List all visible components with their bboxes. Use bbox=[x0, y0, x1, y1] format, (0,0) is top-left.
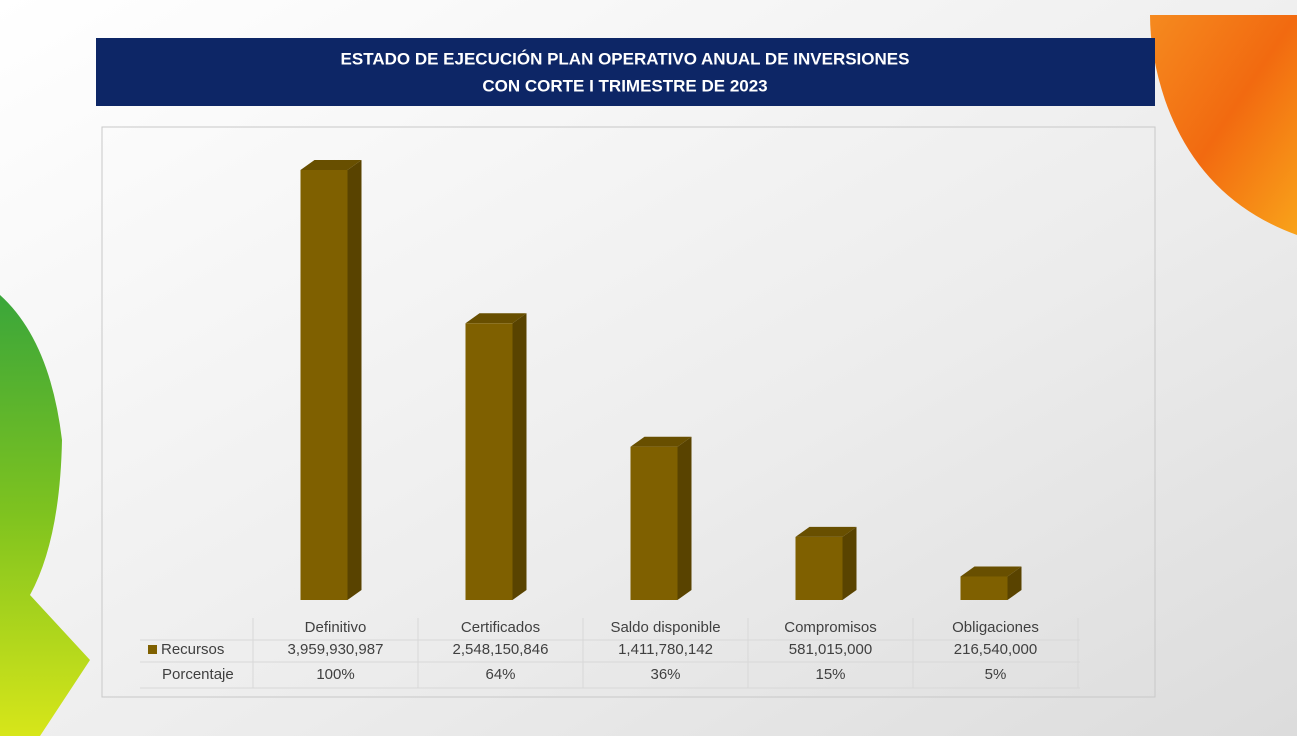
slide: ESTADO DE EJECUCIÓN PLAN OPERATIVO ANUAL… bbox=[0, 0, 1297, 736]
category-label: Certificados bbox=[461, 619, 540, 636]
value-label: 3,959,930,987 bbox=[288, 641, 384, 658]
category-label: Saldo disponible bbox=[610, 619, 720, 636]
bar bbox=[631, 447, 678, 600]
chart-title: ESTADO DE EJECUCIÓN PLAN OPERATIVO ANUAL… bbox=[341, 49, 910, 68]
percent-label: 36% bbox=[650, 666, 680, 683]
bar bbox=[961, 576, 1008, 600]
category-label: Definitivo bbox=[305, 619, 367, 636]
bar-side bbox=[678, 437, 692, 600]
value-label: 2,548,150,846 bbox=[453, 641, 549, 658]
legend-label: Recursos bbox=[161, 641, 224, 658]
title-banner bbox=[96, 38, 1155, 106]
row-label: Porcentaje bbox=[162, 666, 234, 683]
bar-side bbox=[348, 160, 362, 600]
category-label: Compromisos bbox=[784, 619, 877, 636]
bar-side bbox=[513, 313, 527, 600]
chart-title: CON CORTE I TRIMESTRE DE 2023 bbox=[482, 76, 767, 95]
percent-label: 15% bbox=[815, 666, 845, 683]
value-label: 1,411,780,142 bbox=[618, 641, 713, 658]
bar bbox=[301, 170, 348, 600]
bar bbox=[466, 323, 513, 600]
percent-label: 100% bbox=[316, 666, 354, 683]
value-label: 581,015,000 bbox=[789, 641, 872, 658]
category-label: Obligaciones bbox=[952, 619, 1039, 636]
bar bbox=[796, 537, 843, 600]
percent-label: 64% bbox=[485, 666, 515, 683]
value-label: 216,540,000 bbox=[954, 641, 1037, 658]
page: ESTADO DE EJECUCIÓN PLAN OPERATIVO ANUAL… bbox=[0, 0, 1297, 736]
percent-label: 5% bbox=[985, 666, 1007, 683]
legend-marker bbox=[148, 645, 157, 654]
bar-side bbox=[843, 527, 857, 600]
